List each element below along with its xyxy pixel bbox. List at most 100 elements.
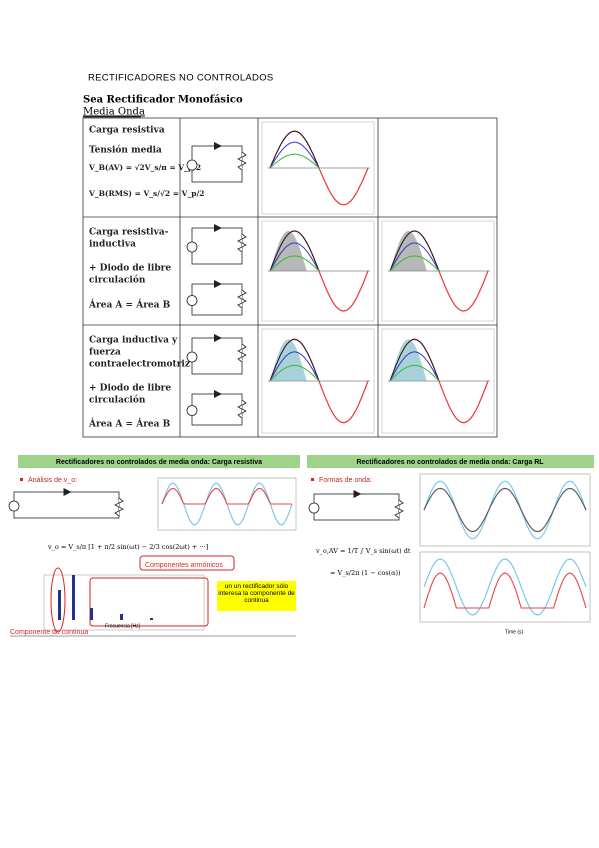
circuit <box>13 491 120 519</box>
spectrum-bar <box>90 608 93 620</box>
row-label: contraelectromotriz <box>89 360 190 370</box>
spectrum-frame <box>43 574 205 631</box>
source <box>186 351 198 363</box>
section: Media Onda <box>83 107 145 118</box>
wave <box>389 242 440 272</box>
row-text: circulación <box>89 395 146 406</box>
axis-label: Frecuencia [Hz] <box>105 623 141 629</box>
diode <box>214 224 222 232</box>
row-label: Carga inductiva y <box>89 336 178 346</box>
circuit <box>191 337 243 375</box>
area <box>390 339 449 381</box>
load <box>237 399 247 419</box>
subtitle: Sea Rectificador Monofásico <box>83 95 243 106</box>
wave <box>269 364 320 382</box>
source <box>186 241 198 253</box>
source <box>8 500 20 512</box>
row-text: + Diodo de libre <box>89 264 171 274</box>
source <box>308 502 320 514</box>
row-label: fuerza <box>89 348 121 358</box>
wave <box>389 364 440 382</box>
bullet-text: Formas de onda: <box>319 477 372 484</box>
wave <box>269 153 320 169</box>
source <box>186 159 198 171</box>
wave <box>269 338 320 382</box>
load <box>237 233 247 253</box>
row-label: Carga resistiva- <box>89 228 169 238</box>
slide-title: Rectificadores no controlados de media o… <box>356 459 544 466</box>
wave <box>423 572 587 609</box>
wave <box>269 351 320 382</box>
row-text: + Diodo de libre <box>89 384 171 394</box>
load <box>237 151 247 171</box>
note-box <box>217 581 296 611</box>
wave <box>389 351 440 382</box>
row-label: Carga resistiva <box>89 126 165 136</box>
wave <box>423 487 587 533</box>
wave <box>423 558 587 616</box>
callout <box>139 555 235 571</box>
formula: V_B(AV) = √2V_s/π = V_p/2 <box>88 163 201 172</box>
slide-header <box>307 455 594 468</box>
circuit <box>191 227 243 265</box>
row-text: circulación <box>89 275 146 286</box>
row-text: Tensión media <box>89 145 162 156</box>
callout-text: Componente de continua <box>10 629 88 636</box>
load <box>237 289 247 309</box>
figures <box>8 121 591 623</box>
diode <box>353 490 362 498</box>
wave <box>389 230 440 272</box>
axis-label: Time (s) <box>505 629 523 635</box>
circuit <box>191 283 243 316</box>
wave <box>269 230 320 272</box>
wave <box>269 130 320 169</box>
spectrum-bar <box>150 618 153 620</box>
bullet <box>20 478 23 481</box>
load <box>237 343 247 363</box>
formula: V_B(RMS) = V_s/√2 = V_p/2 <box>88 189 204 198</box>
circuit <box>313 493 400 521</box>
callout <box>89 577 209 627</box>
wave <box>269 242 320 272</box>
bullet-text: Análisis de v_o: <box>28 477 77 484</box>
plot-frame <box>419 473 591 547</box>
plot-frame <box>419 551 591 623</box>
spectrum-bar <box>58 590 61 620</box>
spectrum-bar <box>120 614 123 620</box>
row-text: Área A = Área B <box>88 299 171 311</box>
area <box>270 231 329 271</box>
source <box>186 405 198 416</box>
diode <box>214 334 222 342</box>
source <box>186 295 198 306</box>
title: RECTIFICADORES NO CONTROLADOS <box>88 73 274 84</box>
diode <box>63 488 72 496</box>
spectrum-bar <box>72 575 75 620</box>
row-label: inductiva <box>89 240 136 250</box>
diode <box>214 390 222 398</box>
bullet <box>311 478 314 481</box>
diode <box>214 142 222 150</box>
slide-header <box>18 455 300 468</box>
wave <box>389 338 440 382</box>
formula: v_o = V_s/π [1 + π/2 sin(ωt) − 2/3 cos(2… <box>47 543 208 551</box>
diode <box>214 280 222 288</box>
wave <box>269 255 320 272</box>
wave <box>161 487 292 505</box>
table-grid <box>82 117 498 438</box>
wave <box>423 480 587 540</box>
row-text: Área A = Área B <box>88 418 171 430</box>
note: un un rectificador sólo interesa la comp… <box>218 583 295 604</box>
load <box>114 497 124 517</box>
load <box>394 499 404 519</box>
circuit <box>191 393 243 426</box>
area <box>270 339 329 381</box>
wave <box>389 255 440 272</box>
formula: v_o,AV = 1/T ∫ V_s sin(ωt) dt <box>315 547 411 555</box>
wave <box>269 141 320 169</box>
callout-text: Componentes armónicos <box>145 562 223 569</box>
formula: = V_s/2π (1 − cos(α)) <box>330 569 401 577</box>
callout <box>50 567 66 633</box>
slide-title: Rectificadores no controlados de media o… <box>56 459 262 466</box>
